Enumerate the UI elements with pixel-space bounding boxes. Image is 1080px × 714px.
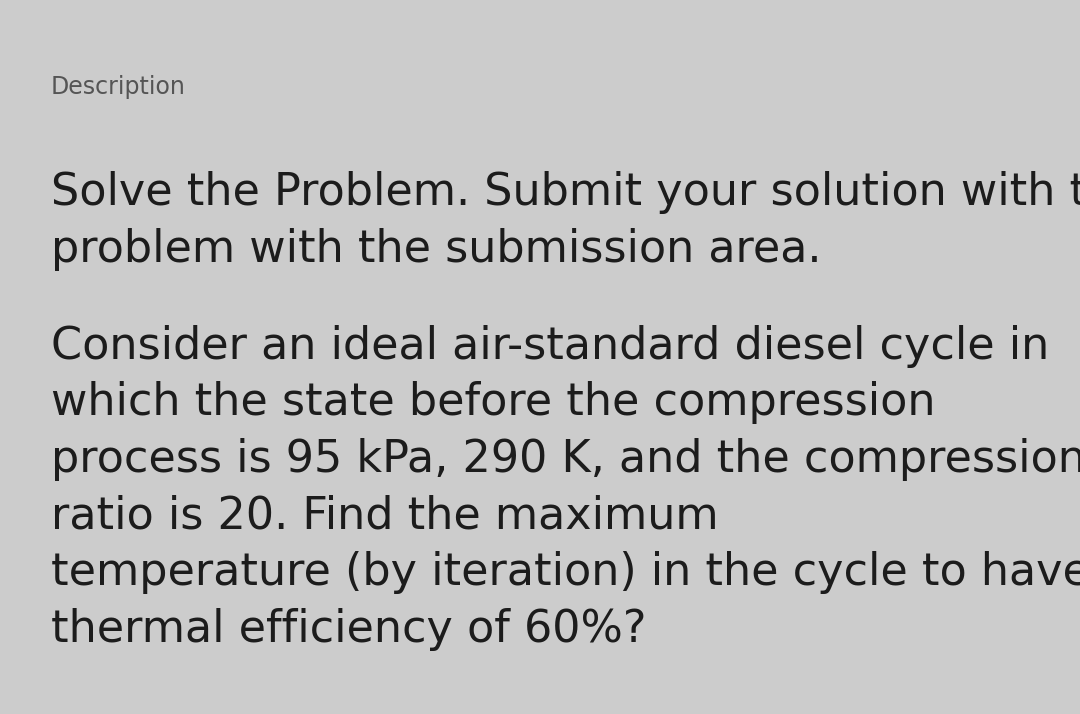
- Text: Description: Description: [51, 75, 186, 99]
- Text: Consider an ideal air-standard diesel cycle in
which the state before the compre: Consider an ideal air-standard diesel cy…: [51, 325, 1080, 651]
- Text: Solve the Problem. Submit your solution with the
problem with the submission are: Solve the Problem. Submit your solution …: [51, 171, 1080, 271]
